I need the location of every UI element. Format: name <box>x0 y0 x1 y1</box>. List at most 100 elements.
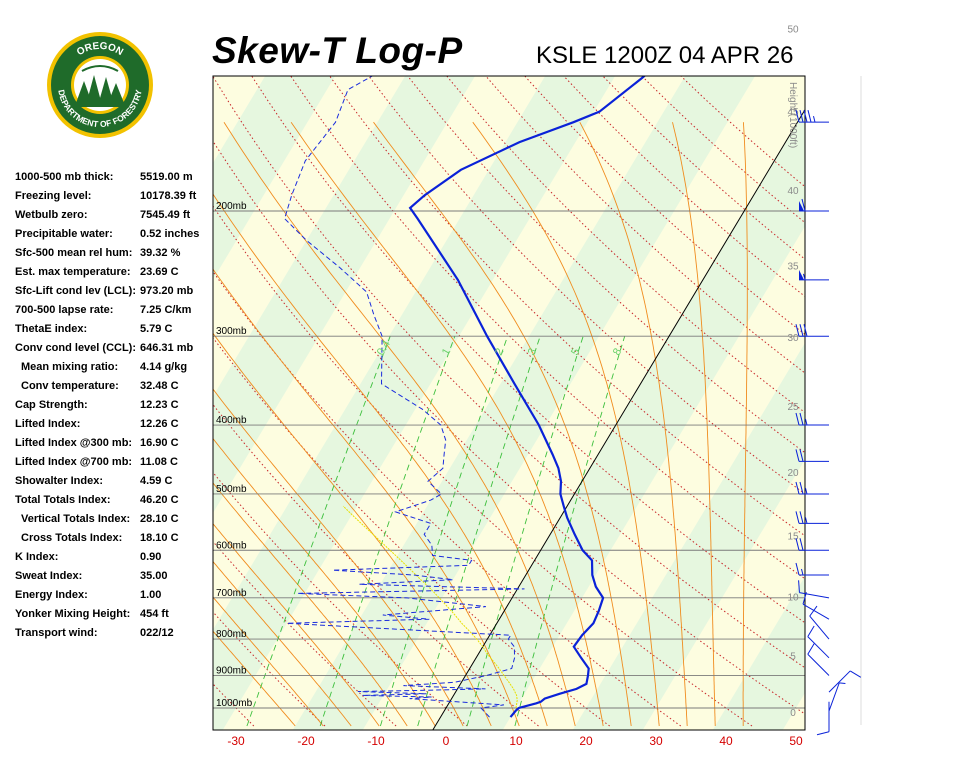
chart-title: Skew-T Log-P <box>212 30 463 71</box>
wind-barb <box>799 269 829 281</box>
wind-barb <box>798 580 830 599</box>
wind-barb-flag <box>816 731 830 736</box>
plot-frame <box>212 75 806 731</box>
index-value: 12.26 C <box>140 418 179 430</box>
wind-barb-pennant <box>799 269 804 280</box>
wind-barb-shaft <box>807 653 830 676</box>
dry-adiabat <box>290 76 805 580</box>
mixing-ratio-label: 8 <box>611 346 624 357</box>
wind-barb <box>795 449 829 462</box>
index-label: Showalter Index: <box>15 475 104 487</box>
wind-barb-flag <box>849 670 862 678</box>
index-row: Energy Index: 1.00 <box>15 586 215 605</box>
index-label: Sweat Index: <box>15 570 83 582</box>
wind-barb-flag <box>801 198 806 212</box>
isobar-label: 400mb <box>216 415 247 426</box>
wind-barb <box>807 643 830 676</box>
wind-barb <box>795 110 829 123</box>
moist-adiabat <box>742 122 748 726</box>
height-tick-label: 25 <box>787 402 799 413</box>
index-value: 1.00 <box>140 589 162 601</box>
index-label: Cap Strength: <box>15 399 88 411</box>
dry-adiabat <box>251 76 805 624</box>
mixing-ratio-line <box>379 336 509 727</box>
index-label: Yonker Mixing Height: <box>15 608 131 620</box>
moist-adiabat <box>213 630 296 727</box>
index-row: Vertical Totals Index: 28.10 C <box>15 510 215 529</box>
wind-barb-shaft <box>828 682 840 712</box>
wind-barb-flag <box>795 324 800 337</box>
index-label: Total Totals Index: <box>15 494 111 506</box>
height-tick-label: 45 <box>787 107 799 118</box>
wind-barb <box>807 625 830 659</box>
stability-indices-panel: 1000-500 mb thick: 5519.00 m Freezing leve… <box>15 168 215 643</box>
isotherm-band <box>572 343 805 730</box>
wind-barb-flag <box>809 605 818 617</box>
moist-adiabat <box>579 121 688 727</box>
index-row: Sweat Index: 35.00 <box>15 567 215 586</box>
index-row: 1000-500 mb thick: 5519.00 m <box>15 168 215 187</box>
index-label: K Index: <box>15 551 59 563</box>
index-label: Lifted Index: <box>15 418 81 430</box>
isobar-label: 1000mb <box>216 698 253 709</box>
index-row: Cross Totals Index: 18.10 C <box>15 529 215 548</box>
index-value: 46.20 C <box>140 494 179 506</box>
dry-adiabat <box>213 403 539 727</box>
index-row: ThetaE index: 5.79 C <box>15 320 215 339</box>
isotherm-band <box>222 76 686 730</box>
moist-adiabat <box>213 437 436 727</box>
index-value: 11.08 C <box>140 456 178 468</box>
wind-barb-shaft <box>807 636 830 659</box>
moist-adiabat <box>290 121 604 727</box>
wind-barb <box>795 324 829 337</box>
mixing-ratio-line <box>319 336 456 727</box>
index-row: Sfc-500 mean rel hum: 39.32 % <box>15 244 215 263</box>
index-row: Est. max temperature: 23.69 C <box>15 263 215 282</box>
isotherm-band <box>362 76 805 730</box>
index-label: Transport wind: <box>15 627 98 639</box>
wind-barb-flag <box>803 324 808 337</box>
wind-barb-half-flag <box>813 116 816 123</box>
height-axis-title: Height (1000ft) <box>787 82 798 148</box>
mixing-ratio-line <box>514 336 626 727</box>
index-value: 7545.49 ft <box>140 209 191 221</box>
isobar-label: 300mb <box>216 326 247 337</box>
index-label: Conv temperature: <box>21 380 119 392</box>
index-label: Conv cond level (CCL): <box>15 342 137 354</box>
index-label: Precipitable water: <box>15 228 113 240</box>
wind-barb-flag <box>799 449 804 462</box>
index-row: Yonker Mixing Height: 454 ft <box>15 605 215 624</box>
dry-adiabat <box>213 76 805 669</box>
wind-barb-pennant <box>799 201 804 211</box>
wind-barb-flag <box>795 562 800 576</box>
wind-barb-flag <box>795 511 800 524</box>
index-label: Est. max temperature: <box>15 266 131 278</box>
dry-adiabat <box>213 611 326 727</box>
index-label: 1000-500 mb thick: <box>15 171 114 183</box>
isotherm-band <box>712 576 805 730</box>
wind-barb-flag <box>799 324 804 337</box>
index-value: 35.00 <box>140 570 168 582</box>
wind-barb-shaft <box>802 603 830 620</box>
mixing-ratio-line <box>246 336 391 727</box>
index-label: Sfc-500 mean rel hum: <box>15 247 133 259</box>
dewpoint-line <box>284 76 525 718</box>
index-row: Precipitable water: 0.52 inches <box>15 225 215 244</box>
height-tick-label: 0 <box>790 708 796 719</box>
wind-barb-flag <box>799 412 804 426</box>
index-label: Lifted Index @700 mb: <box>15 456 133 468</box>
height-tick-label: 35 <box>787 261 799 272</box>
wind-barb-flag <box>799 538 804 551</box>
isotherm-band <box>642 459 805 730</box>
index-label: Lifted Index @300 mb: <box>15 437 133 449</box>
wind-barb-flag <box>803 110 808 123</box>
wind-barb <box>795 481 829 495</box>
isotherm-band <box>213 76 616 730</box>
height-tick-label: 20 <box>787 468 799 479</box>
wind-barb-flag <box>798 580 800 593</box>
wind-barb-shaft <box>799 592 830 599</box>
wind-barb-flag <box>795 449 800 462</box>
x-tick-label: 40 <box>719 734 733 748</box>
wind-barb <box>799 198 829 212</box>
wind-barb <box>802 592 830 620</box>
